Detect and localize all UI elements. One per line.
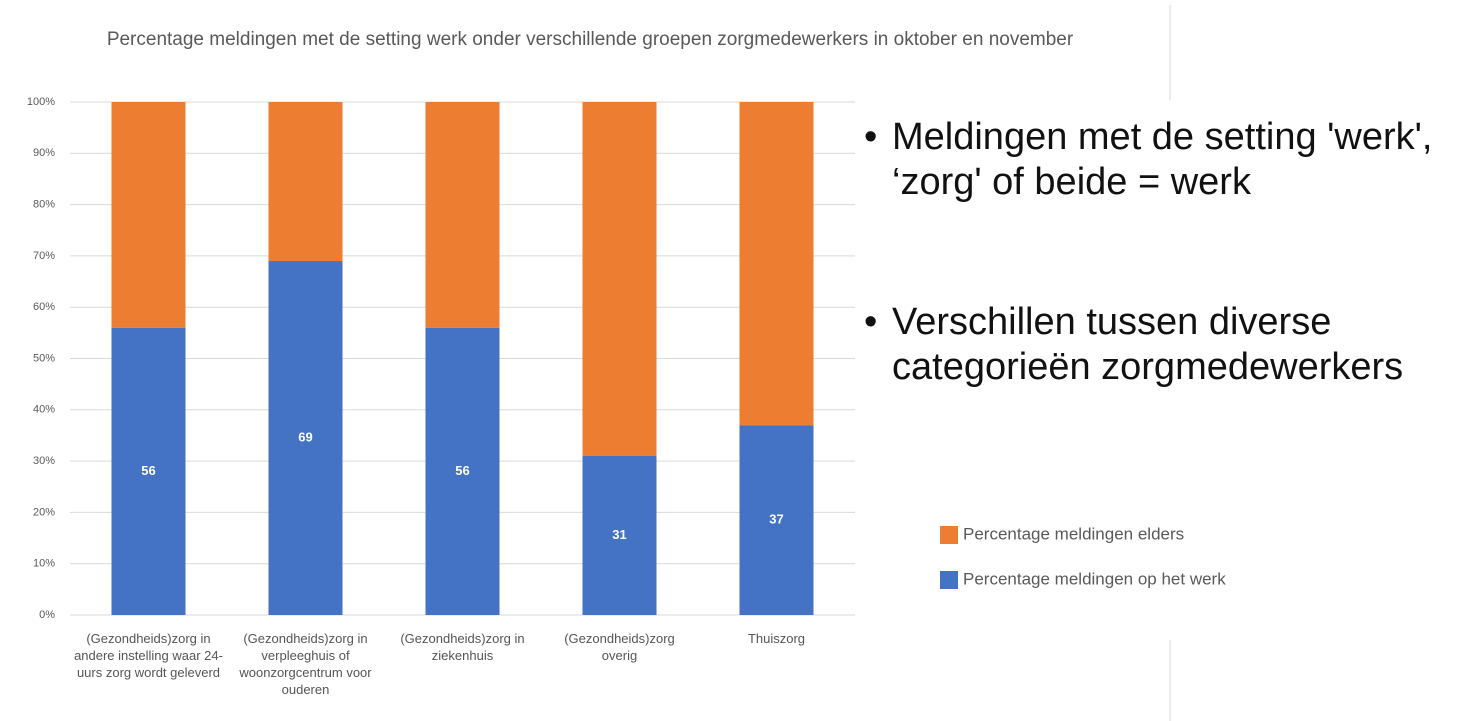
bullet: Meldingen met de setting 'werk', ‘zorg' …: [862, 115, 1462, 205]
bar-segment: [425, 327, 500, 615]
data-label: 69: [298, 429, 312, 444]
bar-segment: [739, 102, 814, 426]
legend-label: Percentage meldingen elders: [963, 524, 1184, 543]
bar-segment: [582, 455, 657, 615]
x-tick-label: (Gezondheids)zorg overig: [564, 631, 675, 663]
legend-label: Percentage meldingen op het werk: [963, 569, 1226, 588]
bar-segment: [739, 425, 814, 615]
y-tick-label: 30%: [33, 455, 55, 467]
bar-segment: [268, 102, 343, 262]
data-label: 37: [769, 512, 783, 527]
bar-segment: [268, 261, 343, 615]
x-tick-label: Thuiszorg: [747, 631, 806, 646]
y-tick-label: 20%: [33, 506, 55, 518]
data-label: 56: [455, 463, 469, 478]
data-label: 31: [612, 527, 626, 542]
y-tick-label: 50%: [33, 352, 55, 364]
bar-segment: [582, 102, 657, 456]
bar-segment: [111, 102, 186, 328]
x-tick-label: (Gezondheids)zorg in andere instelling w…: [74, 631, 223, 680]
chart-title: Percentage meldingen met de setting werk…: [106, 29, 1074, 50]
y-tick-label: 40%: [33, 404, 55, 416]
y-tick-label: 90%: [33, 147, 55, 159]
y-tick-label: 0%: [39, 609, 55, 621]
y-tick-label: 70%: [33, 250, 55, 262]
bar-segment: [425, 102, 500, 328]
legend-swatch: [940, 526, 958, 544]
y-tick-label: 80%: [33, 199, 55, 211]
y-tick-label: 10%: [33, 558, 55, 570]
bar-segment: [111, 327, 186, 615]
bullet: Verschillen tussen diverse categorieën z…: [862, 300, 1462, 390]
y-tick-label: 100%: [27, 96, 55, 108]
data-label: 56: [141, 463, 155, 478]
y-tick-label: 60%: [33, 301, 55, 313]
x-tick-label: (Gezondheids)zorg in verpleeghuis of woo…: [239, 631, 372, 697]
legend-swatch: [940, 571, 958, 589]
x-tick-label: (Gezondheids)zorg in ziekenhuis: [400, 631, 525, 663]
